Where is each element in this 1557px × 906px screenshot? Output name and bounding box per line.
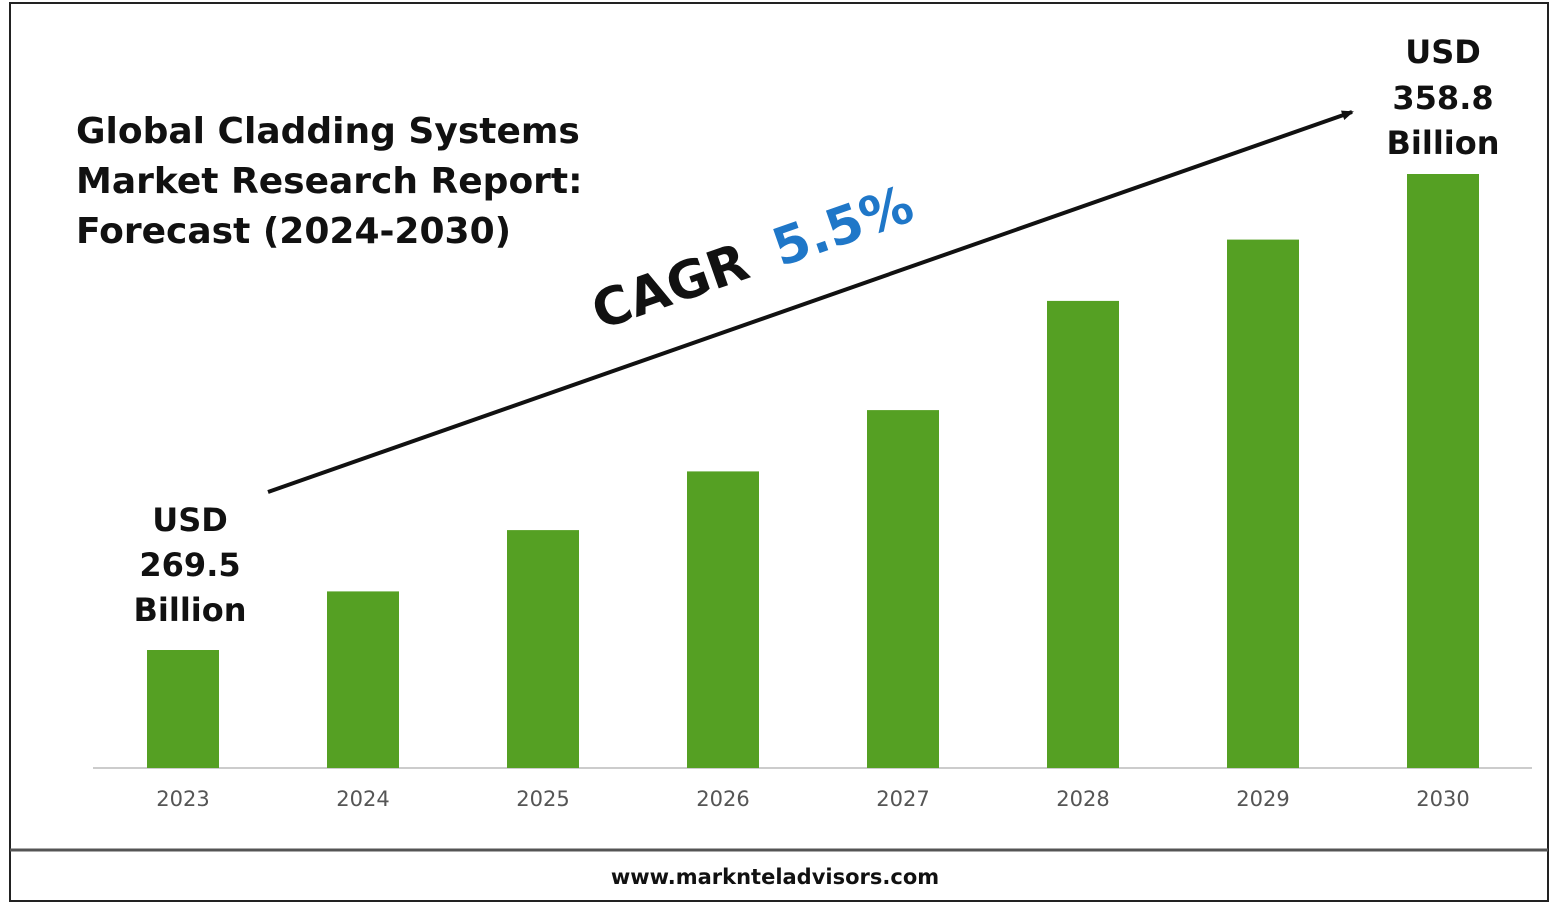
cagr-label: CAGR 5.5% [584, 175, 920, 343]
chart-title: Global Cladding Systems Market Research … [76, 111, 583, 252]
start-label-line-2: 269.5 [139, 546, 240, 584]
bar-2024 [327, 591, 399, 768]
bar-2028 [1047, 300, 1119, 768]
end-label-line-1: USD [1405, 33, 1481, 71]
start-label-line-1: USD [152, 501, 228, 539]
footer-website: www.marknteladvisors.com [611, 865, 939, 889]
x-tick-2026: 2026 [696, 787, 749, 811]
end-value-label: USD 358.8 Billion [1386, 33, 1499, 162]
bars-group [147, 174, 1479, 769]
title-line-2: Market Research Report: [76, 161, 583, 202]
x-tick-labels: 2023 2024 2025 2026 2027 2028 2029 2030 [156, 787, 1469, 811]
cagr-value: 5.5% [765, 175, 921, 279]
bar-2030 [1407, 174, 1479, 768]
end-label-line-2: 358.8 [1392, 79, 1493, 117]
start-label-line-3: Billion [133, 591, 246, 629]
bar-2025 [507, 530, 579, 768]
bar-2027 [867, 410, 939, 768]
bar-2026 [687, 471, 759, 768]
x-tick-2024: 2024 [336, 787, 389, 811]
cagr-prefix: CAGR [584, 232, 756, 342]
x-tick-2030: 2030 [1416, 787, 1469, 811]
bar-2029 [1227, 239, 1299, 769]
start-value-label: USD 269.5 Billion [133, 501, 246, 629]
bar-2023 [147, 650, 219, 768]
outer-border [9, 2, 1549, 902]
x-tick-2023: 2023 [156, 787, 209, 811]
title-line-1: Global Cladding Systems [76, 111, 580, 152]
x-tick-2029: 2029 [1236, 787, 1289, 811]
x-tick-2027: 2027 [876, 787, 929, 811]
title-line-3: Forecast (2024-2030) [76, 211, 511, 252]
end-label-line-3: Billion [1386, 124, 1499, 162]
x-tick-2025: 2025 [516, 787, 569, 811]
x-tick-2028: 2028 [1056, 787, 1109, 811]
cagr-trend-arrow [267, 110, 1354, 494]
